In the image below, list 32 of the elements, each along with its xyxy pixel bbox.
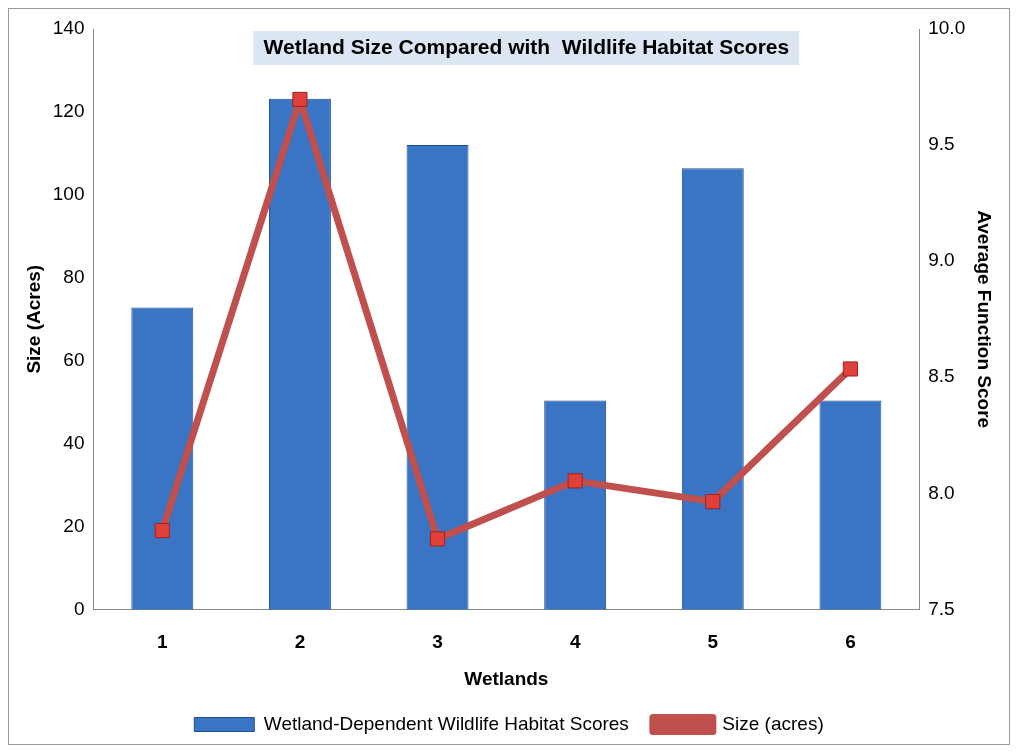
y-tick-label: 40	[63, 431, 85, 453]
y-tick-label: 20	[63, 514, 85, 536]
point	[154, 523, 170, 539]
point	[567, 473, 583, 489]
y2-tick-label: 9.0	[928, 249, 955, 271]
point	[292, 91, 308, 108]
point	[842, 361, 858, 377]
point	[705, 494, 721, 510]
y-tick-label: 80	[63, 265, 85, 287]
x-tick-label: 4	[569, 631, 581, 653]
y-tick-label: 120	[52, 100, 85, 122]
y2-axis-title: Average Function Score	[974, 210, 996, 429]
y2-tick-label: 8.0	[928, 481, 955, 503]
chart-title: Wetland Size Compared with Wildlife Habitat Scores	[263, 34, 790, 58]
x-tick-label: 1	[157, 631, 169, 653]
y2-tick-label: 7.5	[928, 597, 955, 619]
x-tick-label: 3	[432, 631, 443, 653]
y-axis-title: Size (Acres)	[22, 264, 44, 374]
y-tick-label: 140	[52, 17, 85, 39]
y2-tick-label: 9.5	[928, 133, 955, 155]
y-tick-label: 100	[52, 183, 85, 205]
x-tick-label: 6	[845, 631, 856, 653]
legend-label: Wetland-Dependent Wildlife Habitat Scores	[263, 712, 629, 734]
y2-tick-label: 8.5	[928, 365, 955, 387]
x-tick-label: 5	[707, 631, 719, 653]
point	[429, 531, 446, 547]
y-tick-label: 0	[73, 597, 85, 619]
y2-tick-label: 10.0	[928, 17, 966, 39]
x-axis-title: Wetlands	[464, 667, 549, 689]
x-tick-label: 2	[294, 631, 306, 653]
y-tick-label: 60	[63, 348, 85, 370]
legend-label: Size (acres)	[722, 712, 824, 734]
